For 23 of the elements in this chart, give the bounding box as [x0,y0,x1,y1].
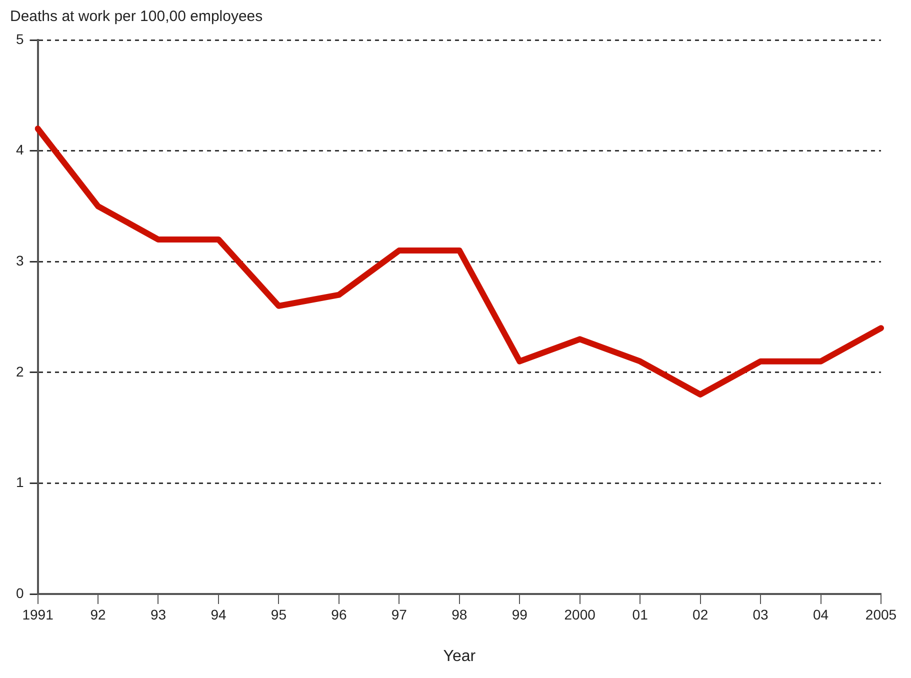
y-tick-label: 0 [16,584,24,601]
x-tick-label: 93 [150,606,166,622]
x-tick-label: 03 [752,606,769,622]
y-tick-label: 1 [16,474,24,490]
x-tick-label: 1991 [22,606,54,622]
x-tick-label: 02 [692,606,708,622]
x-tick-label: 94 [210,606,226,622]
x-tick-label: 2000 [564,606,596,622]
x-axis-title: Year [443,648,476,665]
x-tick-label: 98 [452,606,468,622]
x-tick-label: 97 [391,606,408,622]
x-tick-label: 04 [812,606,829,622]
x-tick-label: 96 [331,606,347,622]
y-tick-label: 3 [16,252,24,268]
x-tick-label: 92 [90,606,106,622]
x-tick-label: 01 [632,606,648,622]
chart-title: Deaths at work per 100,00 employees [10,8,263,26]
y-tick-label: 2 [16,363,24,380]
x-tick-label: 2005 [865,606,897,622]
x-tick-label: 99 [512,606,528,622]
x-tick-label: 95 [270,606,287,622]
y-tick-label: 5 [16,30,24,47]
y-tick-label: 4 [16,142,24,158]
